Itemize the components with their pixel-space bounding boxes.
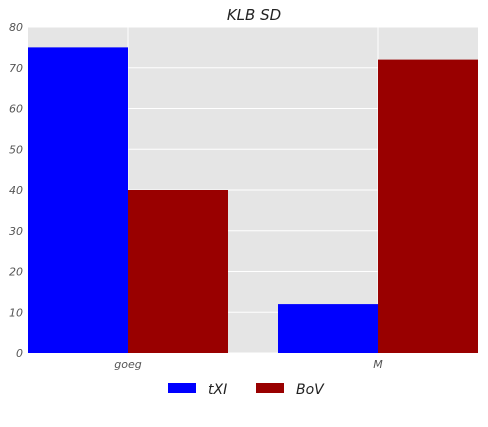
legend-swatch (256, 383, 284, 393)
y-tick-label: 30 (9, 225, 23, 238)
y-tick-label: 0 (16, 347, 23, 360)
y-tick-label: 20 (9, 266, 23, 279)
y-tick-label: 80 (9, 21, 23, 34)
bar-BoV-M (378, 59, 478, 353)
bar-tXI-goeg (28, 47, 128, 353)
x-tick-label: M (373, 358, 383, 371)
y-tick-label: 50 (9, 143, 23, 156)
y-tick-label: 70 (9, 62, 23, 75)
y-tick-label: 40 (9, 184, 23, 197)
legend-label: BoV (296, 382, 325, 398)
legend-label: tXI (208, 382, 227, 398)
legend: tXI BoV (168, 382, 325, 398)
bar-BoV-goeg (128, 190, 228, 353)
x-tick-label: goeg (114, 358, 141, 371)
y-tick-label: 10 (9, 306, 23, 319)
x-axis-ticks: goeg M (114, 358, 383, 371)
chart-title: KLB SD (227, 6, 281, 24)
bar-tXI-M (278, 304, 378, 353)
y-tick-label: 60 (9, 103, 23, 116)
legend-swatch (168, 383, 196, 393)
bars (28, 47, 478, 353)
y-axis-ticks: 0 10 20 30 40 50 60 70 80 (9, 21, 23, 360)
